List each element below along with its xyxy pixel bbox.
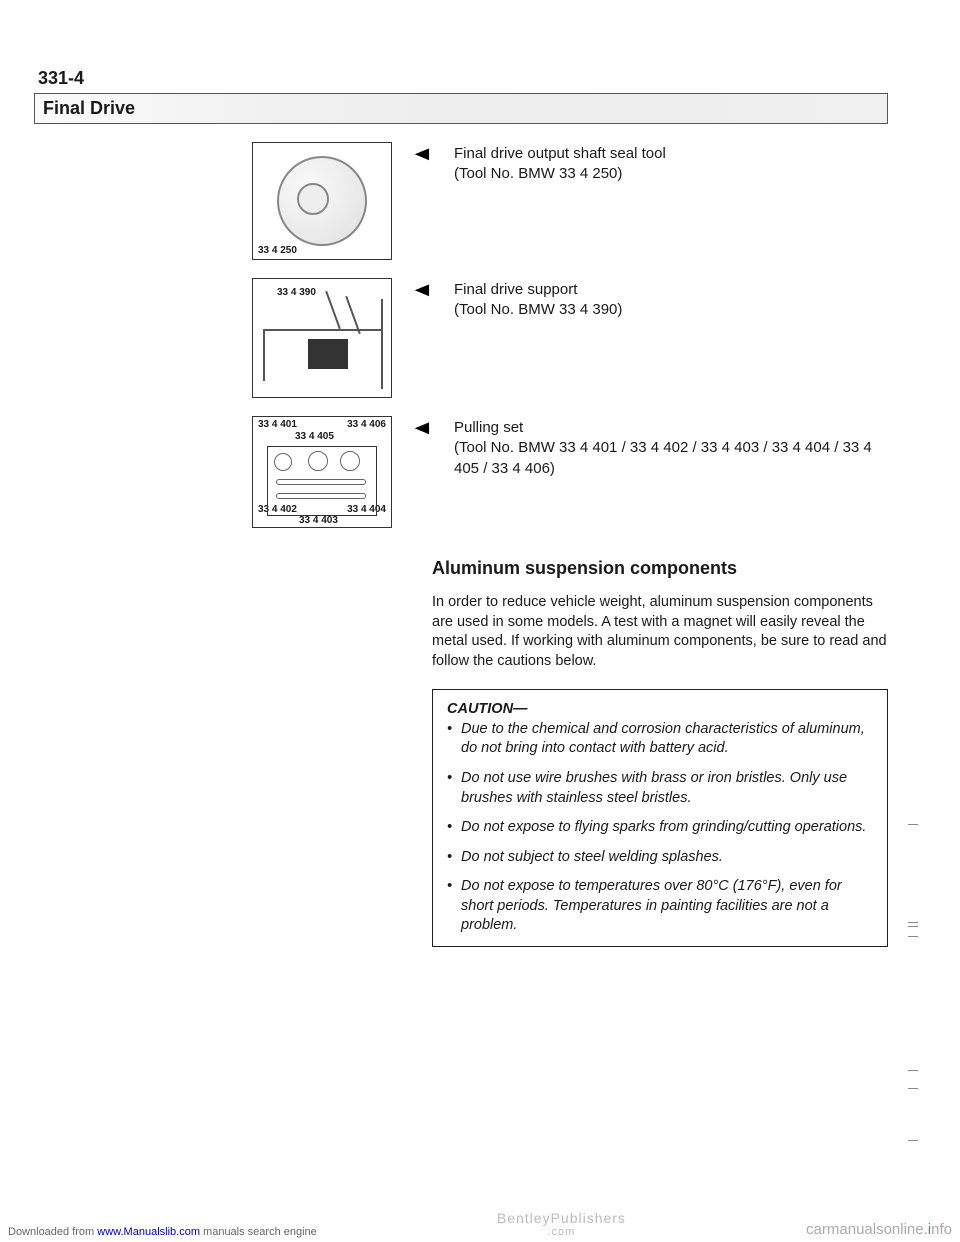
watermark-sub: .com bbox=[317, 1226, 806, 1238]
section-block: Aluminum suspension components In order … bbox=[432, 558, 888, 947]
watermark-top: BentleyPublishers bbox=[497, 1210, 626, 1226]
caution-item: Do not expose to temperatures over 80°C … bbox=[447, 877, 873, 936]
tool-3-name: Pulling set bbox=[454, 419, 523, 436]
footer-watermark: BentleyPublishers .com bbox=[317, 1210, 806, 1238]
tool-1-desc: Final drive output shaft seal tool (Tool… bbox=[454, 142, 888, 260]
tool-2-no: (Tool No. BMW 33 4 390) bbox=[454, 301, 622, 318]
figure-2-label: 33 4 390 bbox=[275, 287, 318, 298]
arrow-icon: ◄ bbox=[410, 144, 434, 164]
pulling-set-drawing bbox=[267, 446, 377, 516]
arrow-1: ◄ bbox=[412, 142, 434, 260]
section-heading: Aluminum suspension components bbox=[432, 558, 888, 579]
arrow-2: ◄ bbox=[412, 278, 434, 398]
tool-3-no: (Tool No. BMW 33 4 401 / 33 4 402 / 33 4… bbox=[454, 439, 872, 476]
figure-1: 33 4 250 bbox=[252, 142, 392, 260]
caution-title: CAUTION— bbox=[447, 701, 528, 717]
figure-3-label-tl: 33 4 401 bbox=[256, 419, 299, 430]
page-content: 331-4 Final Drive 33 4 250 ◄ Final drive… bbox=[0, 0, 960, 947]
seal-tool-drawing bbox=[277, 156, 367, 246]
figure-3: 33 4 401 33 4 406 33 4 405 33 4 402 33 4… bbox=[252, 416, 392, 528]
tool-row-2: 33 4 390 ◄ Final drive support (Tool No.… bbox=[34, 278, 888, 398]
footer-left-prefix: Downloaded from bbox=[8, 1226, 97, 1238]
arrow-icon: ◄ bbox=[410, 280, 434, 300]
tool-1-name: Final drive output shaft seal tool bbox=[454, 145, 666, 162]
support-drawing: 33 4 390 bbox=[253, 279, 391, 397]
header-box: Final Drive bbox=[34, 93, 888, 124]
caution-box: CAUTION— Due to the chemical and corrosi… bbox=[432, 689, 888, 947]
tool-3-desc: Pulling set (Tool No. BMW 33 4 401 / 33 … bbox=[454, 416, 888, 528]
page-number: 331-4 bbox=[38, 68, 888, 89]
page-footer: Downloaded from www.Manualslib.com manua… bbox=[0, 1210, 960, 1238]
figure-1-label: 33 4 250 bbox=[256, 245, 299, 256]
tool-row-1: 33 4 250 ◄ Final drive output shaft seal… bbox=[34, 142, 888, 260]
header-title: Final Drive bbox=[43, 98, 135, 118]
tool-row-3: 33 4 401 33 4 406 33 4 405 33 4 402 33 4… bbox=[34, 416, 888, 528]
caution-item: Due to the chemical and corrosion charac… bbox=[447, 720, 873, 759]
tool-2-desc: Final drive support (Tool No. BMW 33 4 3… bbox=[454, 278, 888, 398]
figure-3-label-tm: 33 4 405 bbox=[293, 431, 336, 442]
caution-item: Do not subject to steel welding splashes… bbox=[447, 848, 873, 868]
caution-list: Due to the chemical and corrosion charac… bbox=[447, 720, 873, 936]
margin-marks bbox=[916, 0, 918, 1242]
arrow-icon: ◄ bbox=[410, 418, 434, 438]
arrow-3: ◄ bbox=[412, 416, 434, 528]
caution-item: Do not use wire brushes with brass or ir… bbox=[447, 769, 873, 808]
caution-item: Do not expose to flying sparks from grin… bbox=[447, 818, 873, 838]
footer-left: Downloaded from www.Manualslib.com manua… bbox=[8, 1226, 317, 1238]
figure-3-label-tr: 33 4 406 bbox=[345, 419, 388, 430]
footer-left-suffix: manuals search engine bbox=[200, 1226, 317, 1238]
seal-tool-hub bbox=[297, 183, 329, 215]
section-paragraph: In order to reduce vehicle weight, alumi… bbox=[432, 593, 888, 671]
footer-right-post: nfo bbox=[931, 1221, 952, 1238]
figure-2: 33 4 390 bbox=[252, 278, 392, 398]
figure-3-label-bm: 33 4 403 bbox=[297, 515, 340, 526]
tool-1-no: (Tool No. BMW 33 4 250) bbox=[454, 165, 622, 182]
footer-right-pre: carmanualsonline. bbox=[806, 1221, 928, 1238]
tool-2-name: Final drive support bbox=[454, 281, 577, 298]
footer-right-watermark: carmanualsonline.info bbox=[806, 1221, 952, 1238]
footer-link[interactable]: www.Manualslib.com bbox=[97, 1226, 200, 1238]
